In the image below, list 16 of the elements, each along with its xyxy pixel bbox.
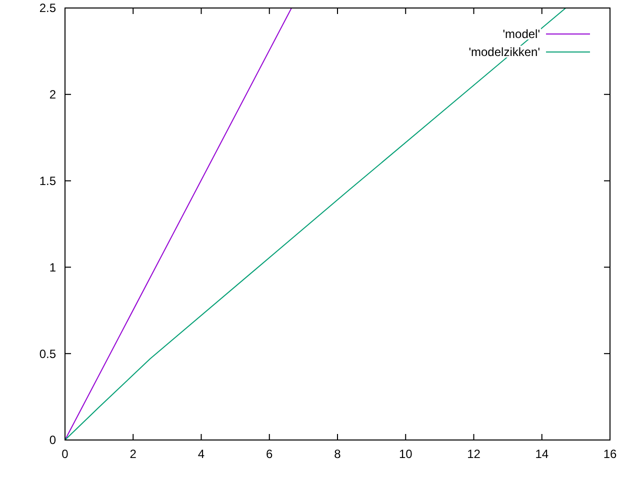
y-tick-label: 2.5	[39, 1, 56, 16]
y-tick-label: 0	[49, 433, 56, 448]
x-tick-label: 0	[62, 447, 69, 461]
x-tick-label: 10	[398, 447, 413, 461]
y-tick-label: 1	[49, 260, 56, 274]
y-tick-label: 1.5	[39, 174, 56, 188]
line-series	[65, 8, 566, 440]
x-tick-label: 8	[334, 447, 342, 461]
x-tick-label: 4	[198, 447, 205, 461]
x-tick-label: 16	[603, 447, 617, 461]
x-tick-label: 12	[467, 447, 481, 461]
y-tick-label: 2	[49, 88, 56, 102]
x-tick-label: 14	[535, 447, 549, 461]
y-tick-label: 0.5	[39, 346, 56, 361]
x-tick-label: 2	[130, 447, 137, 461]
x-tick-label: 6	[266, 447, 274, 461]
